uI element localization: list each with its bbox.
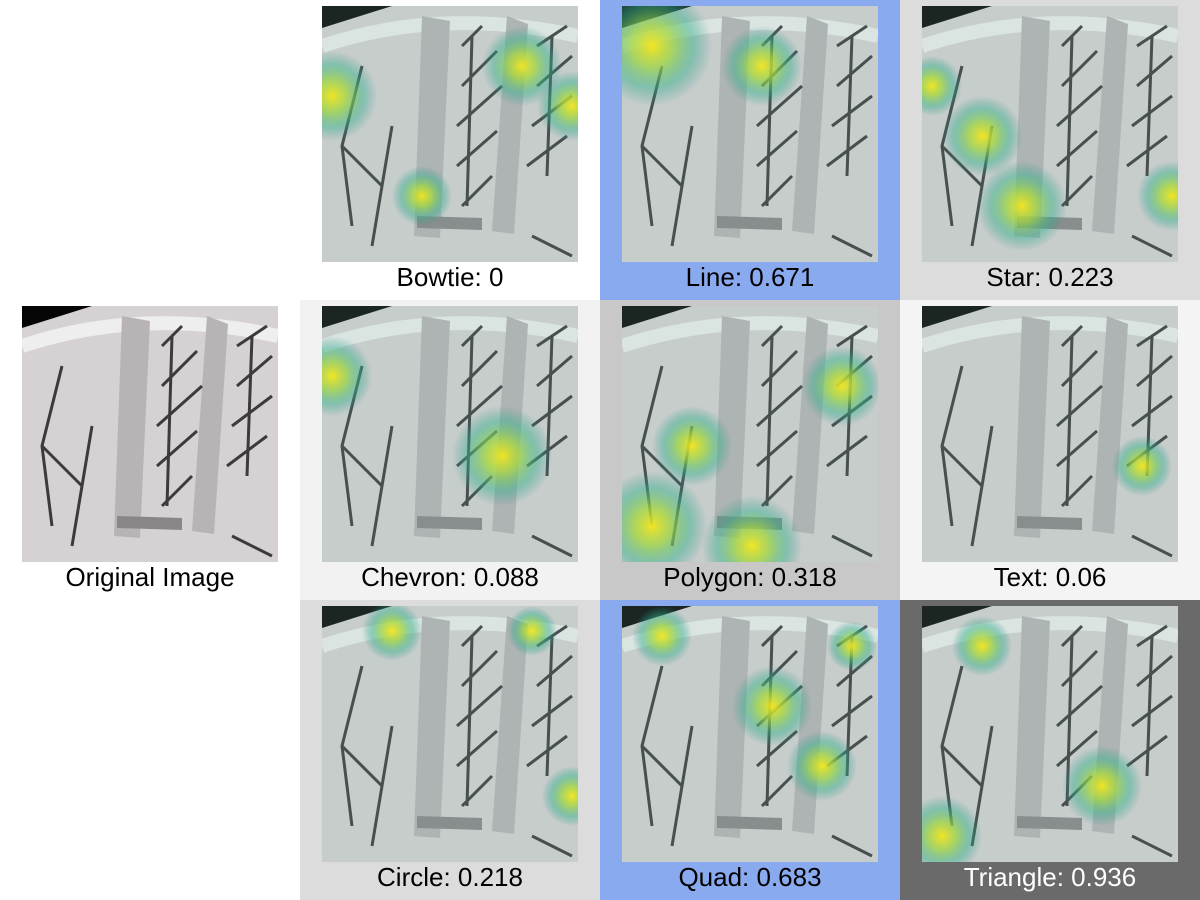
heat-spot <box>322 336 372 416</box>
image <box>322 6 578 262</box>
heat-spot <box>702 496 802 562</box>
heat-spot <box>1062 746 1142 826</box>
cell: Circle: 0.218 <box>300 600 600 900</box>
heat-spot <box>977 161 1067 251</box>
heat-spot <box>452 406 552 506</box>
label: Original Image <box>65 562 235 592</box>
image <box>922 6 1178 262</box>
cell: Triangle: 0.936 <box>900 600 1200 900</box>
cell: Text: 0.06 <box>900 300 1200 600</box>
heat-spot <box>622 471 707 562</box>
heat-spot <box>482 26 562 106</box>
heat-spot <box>1137 161 1178 231</box>
image <box>622 606 878 862</box>
cell: Line: 0.671 <box>600 0 900 300</box>
heat-spot <box>922 796 982 862</box>
label: Circle: 0.218 <box>377 862 523 892</box>
label: Star: 0.223 <box>986 262 1114 292</box>
heat-spot <box>507 606 557 656</box>
label: Polygon: 0.318 <box>663 562 837 592</box>
image <box>322 306 578 562</box>
heat-spot <box>787 731 857 801</box>
cell: Chevron: 0.088 <box>300 300 600 600</box>
cell: Bowtie: 0 <box>300 0 600 300</box>
image <box>22 306 278 562</box>
heat-spot <box>942 96 1022 176</box>
heat-spot <box>322 51 377 141</box>
heat-spot <box>722 26 802 106</box>
cell: Original Image <box>0 300 300 600</box>
cell: Star: 0.223 <box>900 0 1200 300</box>
heat-spot <box>922 56 962 116</box>
image <box>622 6 878 262</box>
label: Quad: 0.683 <box>678 862 822 892</box>
image <box>922 306 1178 562</box>
cell: Polygon: 0.318 <box>600 300 900 600</box>
heat-spot <box>1112 436 1172 496</box>
heat-spot <box>952 616 1012 676</box>
label: Text: 0.06 <box>993 562 1107 592</box>
cell: Quad: 0.683 <box>600 600 900 900</box>
label: Line: 0.671 <box>685 262 815 292</box>
label: Triangle: 0.936 <box>963 862 1137 892</box>
label: Chevron: 0.088 <box>361 562 539 592</box>
heat-spot <box>732 666 812 746</box>
heat-spot <box>392 166 452 226</box>
image <box>322 606 578 862</box>
image <box>622 306 878 562</box>
heat-spot <box>802 346 878 426</box>
heat-spot <box>652 406 732 486</box>
label: Bowtie: 0 <box>396 262 504 292</box>
image <box>922 606 1178 862</box>
heat-spot <box>622 6 712 106</box>
heat-spot <box>632 606 692 666</box>
heat-spot <box>827 621 877 671</box>
heat-spot <box>542 766 578 826</box>
heat-spot <box>362 606 422 661</box>
